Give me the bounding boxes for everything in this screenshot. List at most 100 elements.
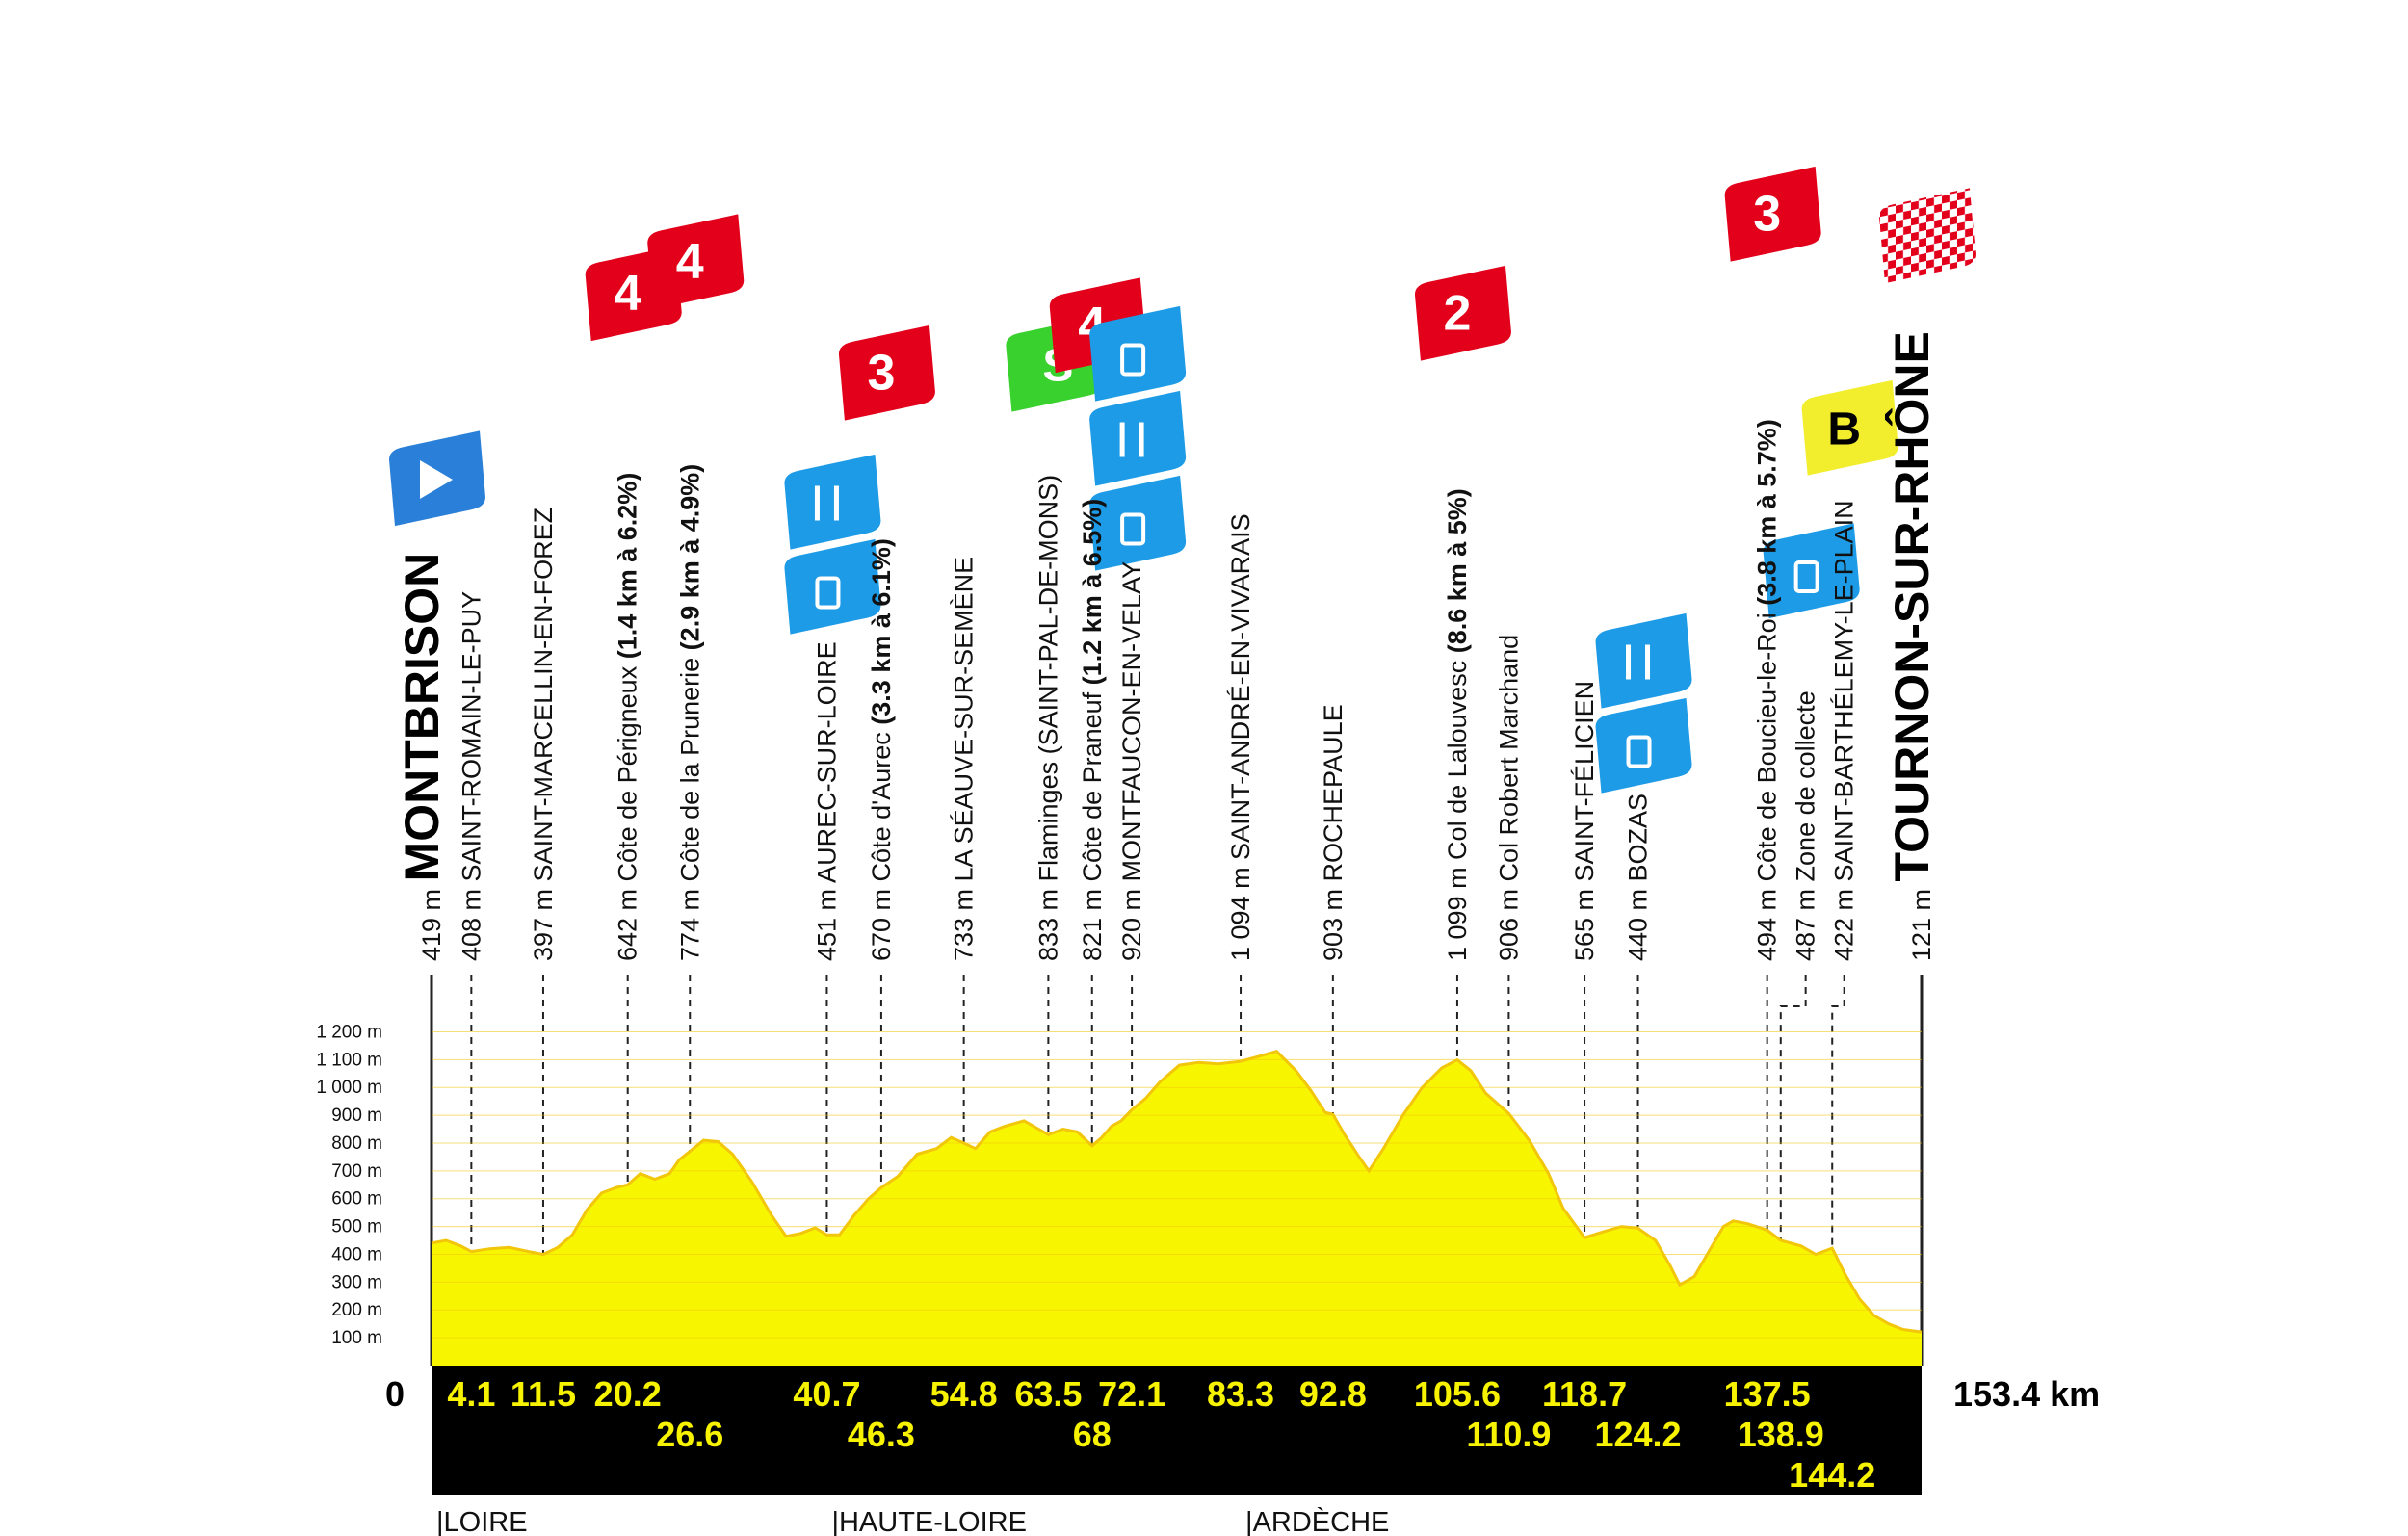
waste-zone-icon [1763,523,1860,619]
y-axis: 100 m 200 m 300 m 400 m 500 m 600 m 700 m 800 m… [316,1022,382,1348]
place-name: MONTBRISON [395,553,449,882]
y-tick-label: 100 m [331,1328,382,1348]
location-label: 419 m MONTBRISON [395,553,449,961]
place-name: ROCHEPAULE [1319,704,1348,881]
cutlery-icon [1626,644,1651,680]
km-label: 105.6 [1414,1374,1501,1414]
play-triangle-icon [420,460,453,499]
location-label: 565 m SAINT-FÉLICIEN [1570,681,1599,961]
altitude-label: 906 m [1494,881,1523,961]
bin-icon [1120,343,1146,377]
location-label: 487 m Zone de collecte [1792,690,1820,961]
department-labels: |LOIRE |HAUTE-LOIRE |ARDÈCHE [436,1506,1389,1536]
altitude-label: 1 099 m [1443,860,1472,961]
altitude-label: 642 m [614,881,642,961]
location-label: 408 m SAINT-ROMAIN-LE-PUY [457,591,485,961]
place-name: SAINT-BARTHÉLEMY-LE-PLAIN [1830,500,1859,881]
km-label: 110.9 [1466,1415,1551,1454]
altitude-label: 920 m [1117,881,1146,961]
altitude-label: 1 094 m [1226,860,1255,961]
km-band-background [432,1366,1922,1495]
location-label: 1 099 m Col de Lalouvesc (8.6 km à 5%) [1443,488,1472,961]
y-tick-label: 400 m [331,1244,382,1264]
place-name: SAINT-FÉLICIEN [1570,681,1599,882]
leader-line [1779,975,1807,1241]
place-name: Côte de Périgneux [614,659,642,881]
profile-line [431,1050,1923,1334]
km-label: 118.7 [1542,1374,1627,1414]
location-label: 821 m Côte de Praneuf (1.2 km à 6.5%) [1078,499,1107,961]
location-label: 920 m MONTFAUCON-EN-VELAY [1117,561,1146,961]
altitude-label: 397 m [529,881,558,961]
department-label: |LOIRE [436,1507,528,1536]
location-label: 121 m TOURNON-SUR-RHÔNE [1884,331,1939,961]
leader-line-layer [430,975,1924,1366]
place-name: Côte de Praneuf [1078,685,1107,881]
altitude-label: 408 m [457,881,485,961]
place-name: Flaminges (SAINT-PAL-DE-MONS) [1034,475,1062,882]
place-name: LA SÉAUVE-SUR-SEMÈNE [950,557,979,882]
altitude-label: 440 m [1624,881,1653,961]
feed-zone-icon [1089,390,1187,486]
place-name: SAINT-MARCELLIN-EN-FOREZ [529,508,558,882]
climb-category-icon [838,325,935,421]
climb-category-label: 4 [676,234,704,290]
altitude-label: 821 m [1078,881,1107,961]
place-name: Côte de la Prunerie [675,650,704,881]
feed-zone-icon [784,454,881,550]
climb-detail: (1.2 km à 6.5%) [1078,499,1107,686]
y-tick-label: 900 m [331,1106,382,1126]
y-tick-label: 600 m [331,1189,382,1210]
km-label: 4.1 [447,1374,495,1414]
altitude-label: 494 m [1753,881,1782,961]
cutlery-icon [1119,422,1144,457]
location-label: 1 094 m SAINT-ANDRÉ-EN-VIVARAIS [1226,513,1255,961]
place-name: TOURNON-SUR-RHÔNE [1884,331,1939,881]
marker-layer: 443S423B [389,166,1976,794]
location-label: 451 m AUREC-SUR-LOIRE [812,641,841,961]
location-label-layer: 419 m MONTBRISON 408 m SAINT-ROMAIN-LE-PU… [395,331,1939,961]
altitude-label: 833 m [1034,881,1062,961]
y-tick-label: 1 100 m [316,1050,382,1070]
department-label: |ARDÈCHE [1245,1506,1389,1536]
bin-icon [1626,735,1652,768]
location-label: 670 m Côte d'Aurec (3.3 km à 6.1%) [867,538,896,961]
altitude-label: 774 m [675,881,704,961]
y-tick-label: 300 m [331,1272,382,1292]
location-label: 903 m ROCHEPAULE [1319,704,1348,961]
checkered-finish-flag-icon [1879,188,1976,284]
km-total-label: 153.4 km [1953,1374,2100,1414]
location-label: 906 m Col Robert Marchand [1494,635,1523,961]
km-label: 46.3 [848,1415,915,1454]
climb-detail: (8.6 km à 5%) [1443,488,1472,653]
location-label: 833 m Flaminges (SAINT-PAL-DE-MONS) [1034,475,1062,961]
place-name: Col de Lalouvesc [1443,653,1472,860]
place-name: Zone de collecte [1792,690,1820,881]
km-label: 68 [1073,1415,1112,1454]
climb-detail: (3.3 km à 6.1%) [867,538,896,725]
climb-category-label: 4 [614,266,641,322]
y-tick-label: 1 000 m [316,1078,382,1098]
place-name: SAINT-ROMAIN-LE-PUY [457,591,485,882]
location-label: 494 m Côte de Boucieu-le-Roi (3.8 km à 5… [1753,419,1782,961]
place-name: Côte d'Aurec [867,725,896,882]
km-label: 54.8 [930,1374,998,1414]
km-band: 0 153.4 km 4.1 11.5 20.226.6 40.746.3 54.8 63.5… [385,1366,2100,1495]
altitude-label: 121 m [1907,881,1936,961]
climb-detail: (1.4 km à 6.2%) [614,473,642,660]
profile-area [432,1051,1922,1366]
location-label: 422 m SAINT-BARTHÉLEMY-LE-PLAIN [1830,500,1859,961]
y-tick-label: 700 m [331,1161,382,1182]
place-name: Côte de Boucieu-le-Roi [1753,606,1782,882]
bonus-label: B [1827,404,1861,456]
place-name: Col Robert Marchand [1494,635,1523,882]
altitude-label: 487 m [1792,881,1820,961]
km-label: 124.2 [1594,1415,1681,1454]
department-label: |HAUTE-LOIRE [831,1507,1027,1536]
y-tick-label: 200 m [331,1300,382,1320]
altitude-label: 903 m [1319,881,1348,961]
climb-category-label: 2 [1443,286,1471,342]
km-label: 137.5 [1724,1374,1811,1414]
climb-detail: (2.9 km à 4.9%) [675,464,704,651]
